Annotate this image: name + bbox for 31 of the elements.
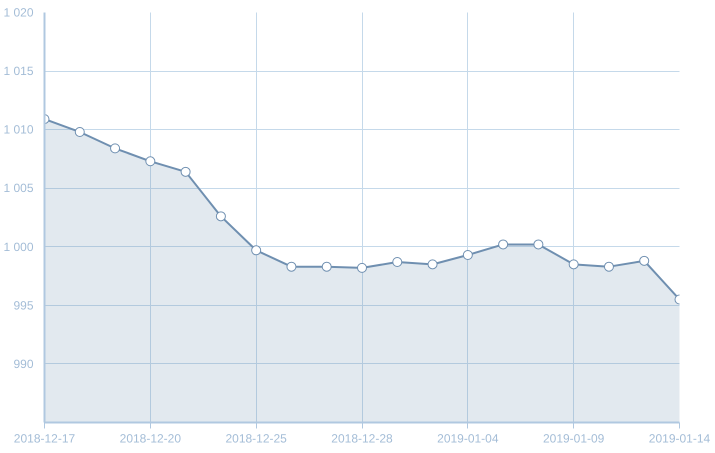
- x-tick-label: 2019-01-09: [542, 432, 605, 446]
- point: [216, 211, 226, 222]
- y-tick-label: 990: [13, 356, 34, 371]
- point: [462, 250, 473, 260]
- y-tick-label: 995: [13, 298, 34, 312]
- point: [392, 257, 402, 268]
- point: [74, 126, 85, 137]
- y-tick-label: 1 010: [3, 122, 34, 137]
- point: [533, 239, 544, 250]
- point: [251, 245, 262, 256]
- point: [604, 262, 614, 272]
- point: [498, 239, 508, 250]
- y-tick-label: 1 020: [3, 6, 34, 20]
- x-tick-label: 2018-12-25: [225, 432, 288, 446]
- y-tick-label: 1 000: [3, 240, 34, 254]
- x-tick-label: 2018-12-17: [14, 432, 76, 446]
- point: [428, 259, 438, 270]
- point: [568, 259, 579, 270]
- x-tick-label: 2019-01-14: [648, 432, 711, 446]
- point: [322, 262, 332, 272]
- point: [357, 262, 367, 273]
- y-tick-label: 1 015: [3, 64, 34, 78]
- point: [639, 256, 650, 266]
- point: [180, 166, 191, 177]
- point: [145, 156, 156, 166]
- y-tick-label: 1 005: [3, 181, 34, 196]
- x-tick-label: 2019-01-04: [437, 432, 499, 446]
- point: [286, 262, 296, 272]
- point: [110, 143, 120, 154]
- x-tick-label: 2018-12-28: [331, 432, 394, 446]
- x-tick-label: 2018-12-20: [120, 432, 182, 446]
